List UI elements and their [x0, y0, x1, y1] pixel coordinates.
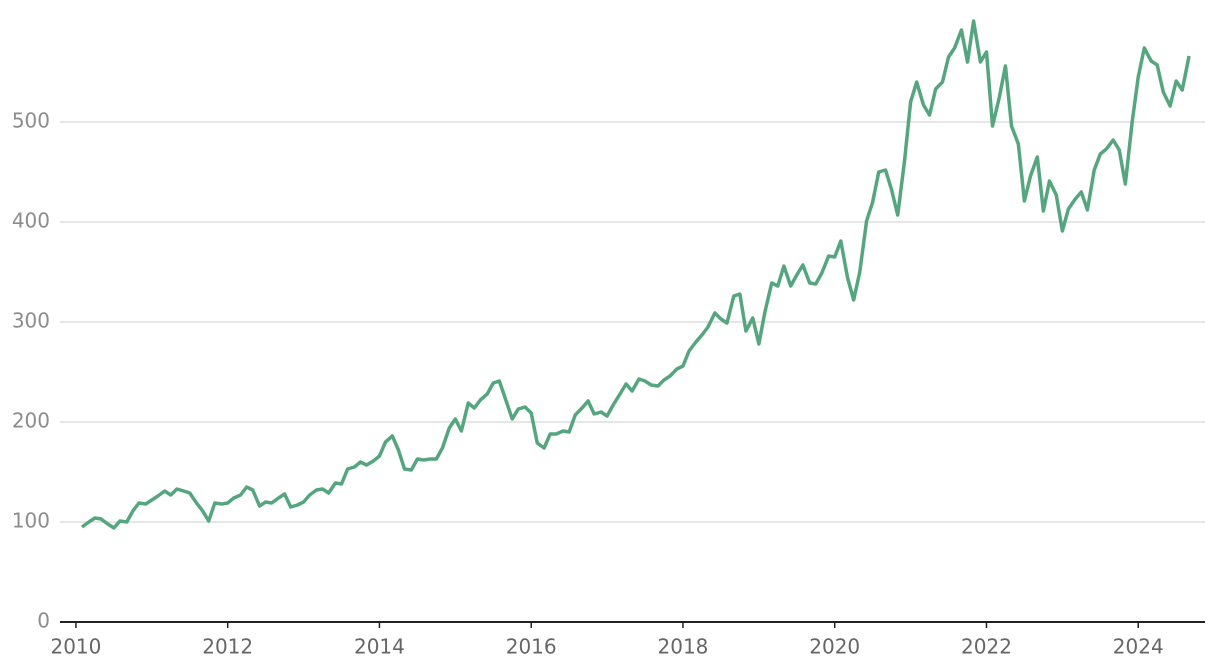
line-series	[80, 19, 1191, 530]
y-tick-label: 200	[12, 409, 50, 433]
y-tick-label: 0	[37, 609, 50, 633]
x-tick-label: 2022	[961, 635, 1012, 659]
y-tick-label: 100	[12, 509, 50, 533]
x-tick-label: 2012	[202, 635, 253, 659]
x-tick-label: 2010	[50, 635, 101, 659]
y-tick-label: 500	[12, 109, 50, 133]
x-tick-label: 2016	[506, 635, 557, 659]
x-tick-label: 2020	[809, 635, 860, 659]
y-tick-label: 400	[12, 209, 50, 233]
x-tick-label: 2018	[658, 635, 709, 659]
y-tick-label: 300	[12, 309, 50, 333]
x-tick-label: 2024	[1113, 635, 1164, 659]
x-tick-label: 2014	[354, 635, 405, 659]
